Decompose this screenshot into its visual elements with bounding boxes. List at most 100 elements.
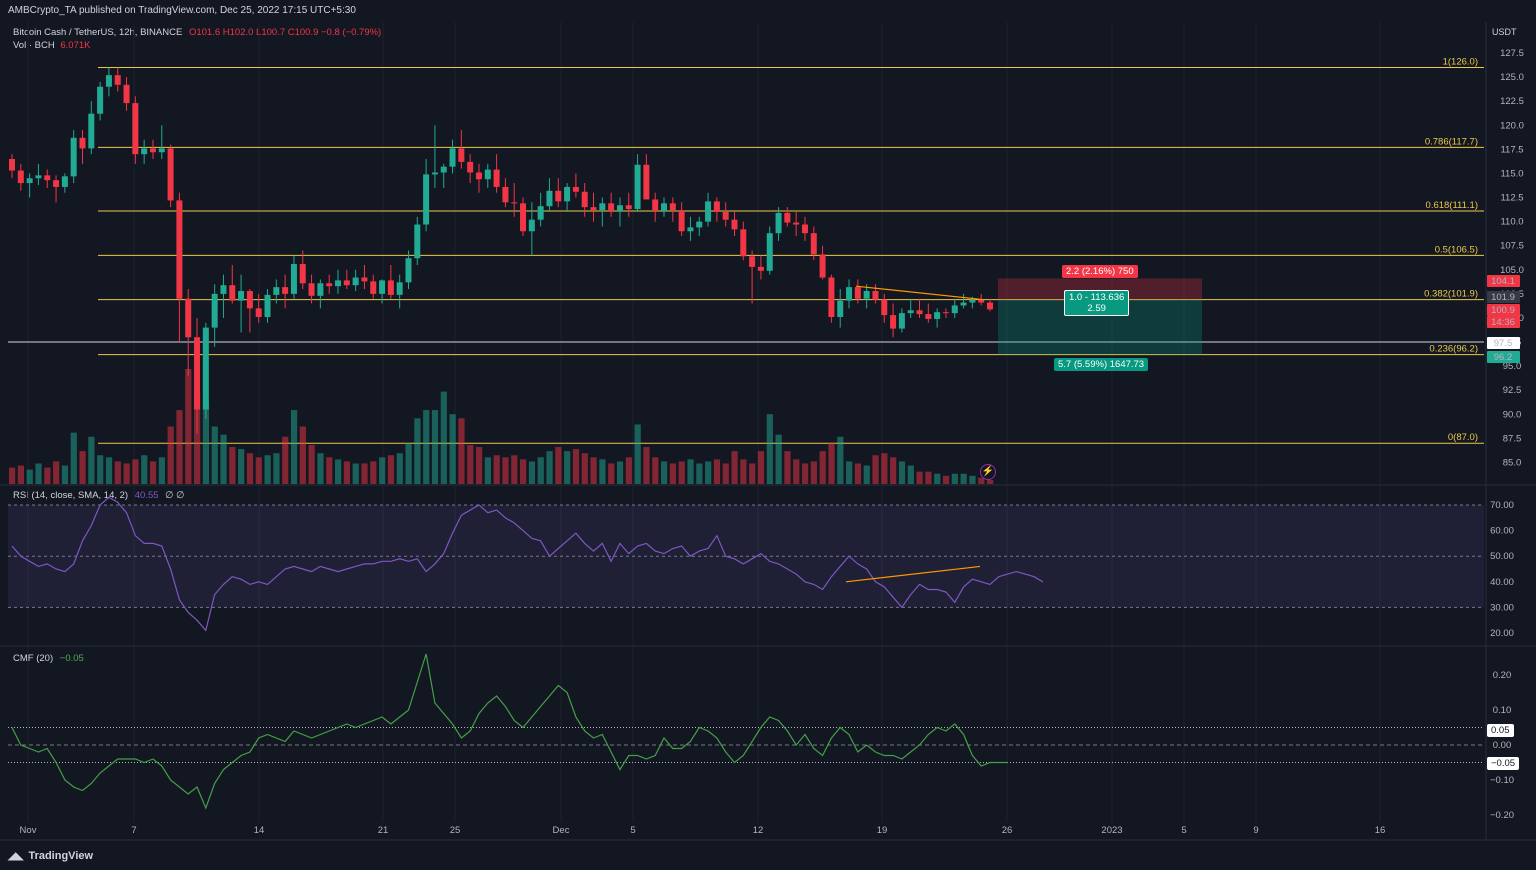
candle-body	[661, 203, 667, 212]
price-axis-tag	[1487, 304, 1520, 316]
rsi-tick: 20.00	[1490, 628, 1514, 639]
volume-bar	[493, 455, 500, 484]
volume-bar	[907, 465, 914, 484]
candle-body	[625, 205, 632, 210]
candle-body	[590, 207, 597, 211]
candle-body	[722, 211, 729, 220]
volume-bar	[616, 461, 624, 484]
symbol-name[interactable]: Bitcoin Cash / TetherUS, 12h, BINANCE	[13, 27, 183, 38]
candle-body	[493, 169, 500, 187]
candle-body	[123, 84, 130, 104]
candle-body	[220, 285, 227, 294]
price-tick: 112.5	[1500, 193, 1523, 204]
volume-bar	[97, 455, 104, 484]
volume-bar	[26, 469, 33, 484]
candle-body	[414, 224, 421, 259]
candle-body	[17, 170, 24, 184]
price-tick: 125.0	[1500, 72, 1524, 83]
candle-body	[872, 290, 879, 300]
volume-bar	[625, 457, 632, 484]
rsi-tick: 70.00	[1490, 500, 1514, 511]
candle-body	[599, 203, 606, 211]
tv-brand: TradingView	[28, 850, 94, 862]
risk-reward-box: 1.0 - 113.636 2.59	[1064, 290, 1130, 316]
volume-legend[interactable]: Vol · BCH 6.071K	[13, 40, 90, 51]
volume-bar	[925, 471, 932, 484]
candle-body	[9, 158, 15, 171]
volume-bar	[290, 410, 298, 484]
volume-bar	[564, 451, 571, 484]
price-tick: 115.0	[1500, 168, 1523, 179]
volume-bar	[599, 459, 606, 484]
volume-bar	[44, 467, 51, 484]
volume-bar	[801, 463, 809, 484]
candle-body	[423, 174, 430, 225]
candle-body	[53, 180, 60, 187]
rsi-extra: ∅ ∅	[165, 490, 185, 501]
candle-body	[608, 203, 615, 212]
volume-bar	[264, 455, 271, 484]
volume-bar	[528, 461, 536, 484]
candle-body	[211, 293, 218, 328]
rsi-tick: 50.00	[1490, 551, 1514, 562]
time-axis-label: 2023	[1101, 825, 1122, 836]
candle-body	[942, 312, 949, 314]
volume-bar	[775, 434, 782, 484]
price-tick: 107.5	[1500, 241, 1524, 252]
candle-body	[546, 190, 553, 207]
volume-bar	[185, 369, 192, 484]
price-axis-tag	[1487, 291, 1520, 303]
volume-bar	[299, 426, 306, 484]
candle-body	[564, 186, 571, 202]
candle-body	[581, 191, 588, 208]
candle-body	[282, 287, 289, 294]
volume-bar	[35, 463, 42, 484]
fib-level-label: 0(87.0)	[1448, 432, 1478, 443]
candle-body	[132, 103, 139, 155]
candle-body	[61, 176, 68, 187]
volume-bar	[458, 418, 465, 484]
candle-body	[819, 254, 826, 278]
volume-bar	[634, 424, 641, 484]
price-tick: 90.0	[1503, 409, 1522, 420]
volume-bar	[308, 444, 315, 484]
rsi-trendline	[845, 565, 981, 583]
rsi-legend[interactable]: RSI (14, close, SMA, 14, 2) 40.55 ∅ ∅	[13, 490, 184, 501]
tradingview-logo[interactable]: ◢◣ TradingView	[8, 850, 93, 862]
rsi-line	[11, 496, 1044, 632]
volume-bar	[211, 426, 218, 484]
candle-body	[616, 205, 623, 212]
volume-bar	[282, 436, 289, 484]
cmf-legend[interactable]: CMF (20) −0.05	[13, 653, 84, 664]
lightning-icon[interactable]: ⚡	[980, 464, 996, 480]
volume-bar	[70, 432, 77, 484]
volume-bar	[9, 467, 16, 484]
volume-bar	[978, 477, 985, 484]
candle-body	[431, 172, 438, 175]
rsi-tick: 30.00	[1490, 602, 1514, 613]
fib-level-label: 0.382(101.9)	[1424, 289, 1478, 300]
candle-body	[960, 302, 967, 306]
currency-label: USDT	[1492, 27, 1517, 37]
volume-bar	[916, 471, 923, 484]
candle-body	[520, 203, 527, 232]
volume-bar	[141, 455, 148, 484]
candle-body	[114, 75, 121, 85]
volume-bar	[555, 447, 562, 484]
volume-bar	[757, 451, 765, 484]
price-tick: 85.0	[1503, 458, 1522, 469]
volume-bar	[379, 457, 386, 484]
candle-body	[511, 202, 518, 204]
price-tick: 110.0	[1500, 217, 1523, 228]
volume-bar	[176, 410, 183, 484]
candle-body	[352, 277, 359, 286]
candle-body	[141, 148, 148, 155]
volume-bar	[960, 473, 967, 484]
candle-body	[705, 201, 712, 222]
price-tick: 105.0	[1500, 265, 1524, 276]
volume-bar	[863, 465, 870, 484]
symbol-legend[interactable]: Bitcoin Cash / TetherUS, 12h, BINANCE O1…	[13, 27, 381, 38]
volume-bar	[105, 457, 113, 484]
fib-level-label: 0.236(96.2)	[1429, 344, 1478, 355]
